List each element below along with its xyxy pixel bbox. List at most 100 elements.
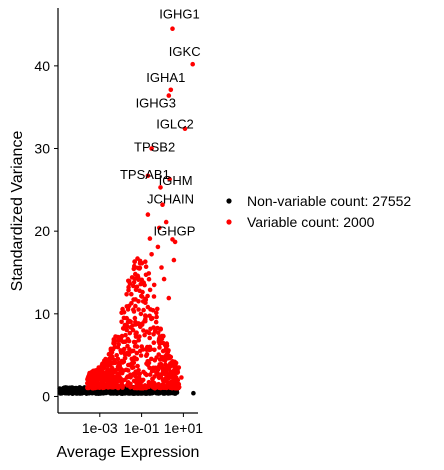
variable-point (139, 322, 145, 327)
variable-point (158, 327, 163, 332)
variable-point (137, 288, 142, 294)
variable-point (136, 307, 141, 312)
variable-point (125, 336, 131, 342)
variable-point (134, 356, 139, 362)
variable-point (154, 314, 159, 320)
variable-point (115, 338, 121, 343)
variable-point (128, 385, 133, 390)
variable-point (163, 362, 168, 367)
labeled-gene-point (170, 237, 175, 242)
variable-point (151, 368, 156, 373)
variable-point (124, 323, 130, 329)
variable-point (104, 384, 109, 389)
variable-point (132, 259, 137, 265)
variable-point (126, 278, 132, 284)
variable-point (144, 361, 149, 366)
variable-point (126, 352, 132, 357)
variable-point (161, 276, 167, 282)
variable-point (105, 379, 110, 384)
gene-label: TPSB2 (134, 140, 175, 155)
variable-point (133, 303, 138, 309)
variable-point (136, 378, 141, 384)
variable-point (145, 212, 151, 217)
variable-point (128, 325, 133, 330)
variable-point (164, 341, 170, 346)
variable-point (164, 383, 169, 389)
variable-point (97, 376, 102, 382)
variable-point (147, 236, 153, 241)
variable-point (131, 297, 136, 302)
variable-point (143, 313, 148, 318)
variable-point (157, 362, 162, 367)
variable-point (135, 265, 141, 271)
variable-point (129, 291, 134, 297)
nonvariable-point (60, 389, 65, 395)
variable-point (140, 279, 145, 285)
variable-point (137, 371, 142, 377)
labeled-gene-point (168, 87, 174, 93)
y-axis-title: Standardized Variance (9, 131, 26, 292)
variable-point (166, 295, 172, 301)
variable-point (124, 304, 130, 309)
variable-point (121, 339, 127, 345)
gene-label: IGHGP (154, 223, 196, 238)
variable-point (108, 347, 114, 352)
gene-label: IGKC (169, 44, 201, 59)
variable-point (96, 366, 101, 372)
variable-point (146, 271, 152, 276)
variable-point (158, 340, 163, 346)
variable-point (138, 311, 144, 317)
variable-point (140, 299, 146, 304)
labeled-gene-point (170, 26, 175, 32)
variable-point (119, 319, 124, 325)
variable-point (152, 385, 158, 391)
variable-point (112, 377, 117, 383)
variable-point (111, 337, 117, 342)
variable-point (176, 365, 182, 370)
variable-point (133, 271, 138, 277)
variable-point (90, 377, 96, 383)
variable-point (148, 382, 154, 388)
variable-point (122, 377, 127, 383)
variable-point (120, 326, 126, 331)
labeled-gene-point (149, 146, 154, 151)
variable-point (98, 380, 104, 386)
x-tick-label: 1e-01 (124, 420, 160, 436)
variable-point (151, 282, 157, 288)
labeled-gene-point (190, 61, 195, 67)
variable-point (159, 336, 165, 342)
x-axis-ticks: 1e-03 1e-01 1e+01 (82, 413, 203, 436)
variable-point (118, 370, 123, 375)
variable-point (144, 372, 149, 378)
gene-label: TPSAB1 (120, 167, 170, 182)
variable-point (158, 372, 164, 378)
variable-point (163, 219, 169, 225)
variable-point (163, 377, 168, 382)
variable-point (136, 337, 141, 343)
variable-point (131, 283, 136, 289)
variable-point (135, 363, 140, 369)
variable-point (143, 318, 148, 324)
variable-point (147, 344, 153, 350)
gene-label: IGLC2 (156, 117, 194, 132)
variable-point (101, 376, 107, 382)
variable-point (155, 306, 160, 312)
x-axis-title: Average Expression (57, 444, 200, 461)
variable-point (127, 330, 133, 336)
variable-point (163, 346, 169, 352)
variable-point (137, 334, 142, 339)
variable-point (147, 313, 152, 319)
variable-point (106, 367, 111, 373)
variable-point (143, 264, 149, 270)
variable-point (131, 307, 136, 313)
variable-point (141, 328, 146, 333)
variable-point (111, 341, 116, 346)
variable-point (99, 363, 105, 368)
variable-point (140, 385, 146, 391)
variable-point (168, 364, 173, 369)
y-tick-label: 10 (34, 306, 50, 322)
labeled-gene-point (182, 126, 188, 131)
variable-point (160, 384, 165, 390)
variable-point (143, 259, 148, 265)
